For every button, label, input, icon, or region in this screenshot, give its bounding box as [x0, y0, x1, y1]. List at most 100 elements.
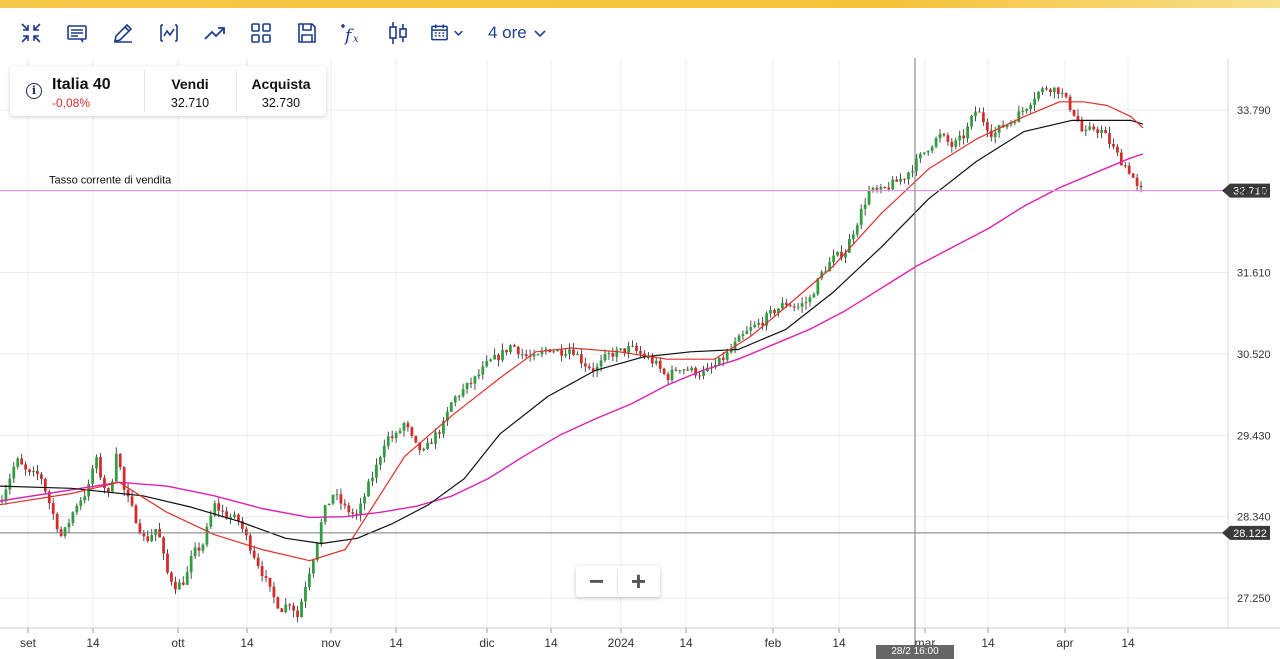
- crosshair-price-tag: 28.122: [1233, 528, 1267, 540]
- trend-up-icon[interactable]: [202, 18, 228, 48]
- candle-body: [895, 179, 899, 182]
- candle-body: [930, 146, 934, 151]
- divider: [144, 70, 145, 112]
- notes-icon[interactable]: [64, 18, 90, 48]
- candle-body: [367, 481, 370, 497]
- candle-body: [114, 453, 118, 482]
- candle-body: [505, 349, 508, 353]
- candle-body: [296, 610, 299, 618]
- x-tick-label: 14: [679, 636, 693, 650]
- calendar-dropdown[interactable]: [430, 18, 468, 48]
- candle-body: [733, 341, 737, 350]
- candle-body: [118, 453, 122, 468]
- buy-price: 32.730: [261, 96, 301, 110]
- candle-body: [509, 345, 512, 353]
- pencil-icon[interactable]: [110, 18, 136, 48]
- layout-grid-icon[interactable]: [248, 18, 274, 48]
- candle-body: [406, 423, 410, 428]
- candle-body: [12, 466, 16, 479]
- candle-body: [674, 369, 678, 371]
- candle-body: [796, 306, 800, 308]
- brand-bar: [0, 0, 1280, 8]
- sell-box[interactable]: Vendi 32.710: [144, 76, 236, 110]
- candle-body: [339, 494, 343, 504]
- candle-body: [225, 511, 229, 519]
- candle-body: [1080, 120, 1084, 132]
- candle-body: [599, 360, 603, 367]
- candle-body: [1119, 152, 1123, 166]
- candlestick-icon[interactable]: [384, 18, 412, 48]
- candle-body: [619, 348, 623, 350]
- buy-box[interactable]: Acquista 32.730: [236, 76, 326, 110]
- candle-body: [678, 370, 682, 372]
- candle-body: [914, 158, 918, 172]
- candle-body: [1116, 146, 1119, 153]
- price-chart[interactable]: Tasso corrente di vendita 32.710 28.122 27…: [0, 58, 1280, 659]
- candle-body: [658, 360, 662, 369]
- candle-body: [363, 496, 366, 504]
- candle-body: [737, 335, 741, 342]
- candle-body: [449, 402, 453, 412]
- zoom-in-button[interactable]: +: [630, 566, 647, 596]
- candle-body: [264, 576, 268, 578]
- candle-body: [631, 345, 634, 347]
- candle-body: [217, 503, 221, 511]
- candle-body: [276, 597, 280, 609]
- instrument-change: -0,08%: [52, 96, 91, 110]
- y-tick-label: 33.790: [1237, 105, 1271, 117]
- candle-body: [974, 111, 977, 117]
- x-tick-label: dic: [479, 636, 494, 650]
- candle-body: [777, 308, 780, 314]
- candle-body: [564, 353, 567, 356]
- zoom-out-button[interactable]: −: [588, 566, 605, 596]
- candle-body: [855, 224, 859, 235]
- candle-body: [28, 469, 31, 473]
- candle-body: [717, 357, 721, 366]
- x-tick-label: 14: [240, 636, 254, 650]
- candle-body: [954, 140, 958, 147]
- candle-body: [1068, 96, 1072, 110]
- candle-body: [4, 489, 8, 502]
- candle-body: [1131, 173, 1135, 178]
- candle-body: [879, 186, 883, 190]
- chevron-down-icon: [534, 30, 546, 38]
- candle-body: [576, 354, 579, 356]
- candle-body: [832, 255, 835, 263]
- candle-body: [430, 442, 433, 444]
- candle-body: [887, 187, 891, 190]
- candle-body: [1084, 129, 1088, 132]
- candle-body: [418, 442, 422, 451]
- candle-body: [729, 349, 733, 353]
- save-icon[interactable]: [294, 18, 320, 48]
- sell-rate-tag: 32.710: [1233, 186, 1267, 198]
- x-tick-label: feb: [765, 636, 782, 650]
- candle-body: [1072, 109, 1076, 116]
- timeframe-selector[interactable]: 4 ore: [488, 18, 552, 48]
- candle-body: [958, 135, 962, 141]
- candle-body: [520, 354, 524, 356]
- info-icon[interactable]: i: [26, 83, 42, 99]
- candle-body: [1025, 109, 1029, 111]
- collapse-icon[interactable]: [18, 18, 44, 48]
- chart-indicator-icon[interactable]: [156, 18, 182, 48]
- candle-body: [36, 471, 39, 475]
- candle-body: [836, 251, 839, 256]
- candle-body: [91, 468, 95, 484]
- candle-body: [966, 126, 969, 139]
- x-tick-label: nov: [321, 636, 340, 650]
- candle-body: [402, 423, 406, 431]
- candle-body: [611, 353, 615, 357]
- candle-body: [75, 505, 79, 513]
- candle-body: [686, 369, 690, 371]
- candle-body: [292, 605, 296, 611]
- candle-body: [560, 349, 564, 356]
- x-tick-label: 14: [86, 636, 100, 650]
- candle-body: [201, 544, 205, 551]
- sma-mid-line: [0, 119, 1144, 545]
- candle-body: [213, 503, 217, 516]
- candle-body: [627, 345, 631, 353]
- candle-body: [55, 513, 59, 530]
- candle-body: [410, 427, 414, 436]
- candle-body: [840, 251, 843, 258]
